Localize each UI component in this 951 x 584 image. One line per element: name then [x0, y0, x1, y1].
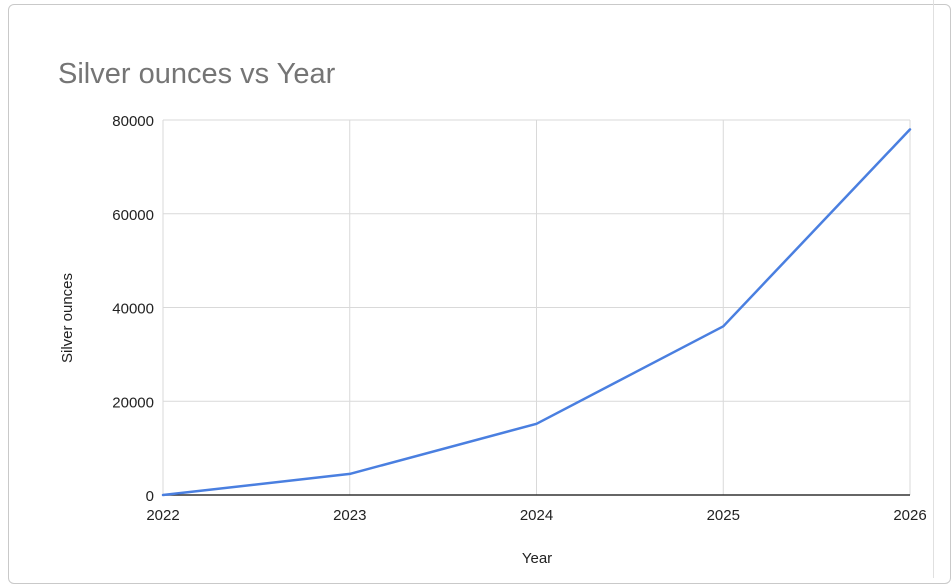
x-tick-label-2022: 2022 — [146, 507, 179, 524]
y-axis-label: Silver ounces — [59, 273, 76, 363]
series-line-0 — [161, 128, 912, 497]
panel-divider — [933, 0, 934, 578]
x-tick-label-2023: 2023 — [333, 507, 366, 524]
y-tick-label-20000: 20000 — [112, 394, 154, 411]
x-tick-label-2025: 2025 — [707, 507, 740, 524]
y-tick-label-40000: 40000 — [112, 301, 154, 318]
horizontal-gridlines — [163, 119, 910, 402]
y-tick-label-60000: 60000 — [112, 207, 154, 224]
y-tick-labels: 0 20000 40000 60000 80000 — [112, 113, 154, 505]
chart-title: Silver ounces vs Year — [58, 58, 336, 90]
x-axis-label: Year — [522, 550, 552, 567]
chart-card — [8, 4, 951, 584]
x-tick-label-2024: 2024 — [520, 507, 553, 524]
series-layer — [161, 128, 912, 497]
x-tick-labels: 2022 2023 2024 2025 2026 — [146, 507, 926, 524]
y-tick-label-0: 0 — [146, 488, 154, 505]
x-tick-label-2026: 2026 — [893, 507, 926, 524]
y-tick-label-80000: 80000 — [112, 113, 154, 130]
